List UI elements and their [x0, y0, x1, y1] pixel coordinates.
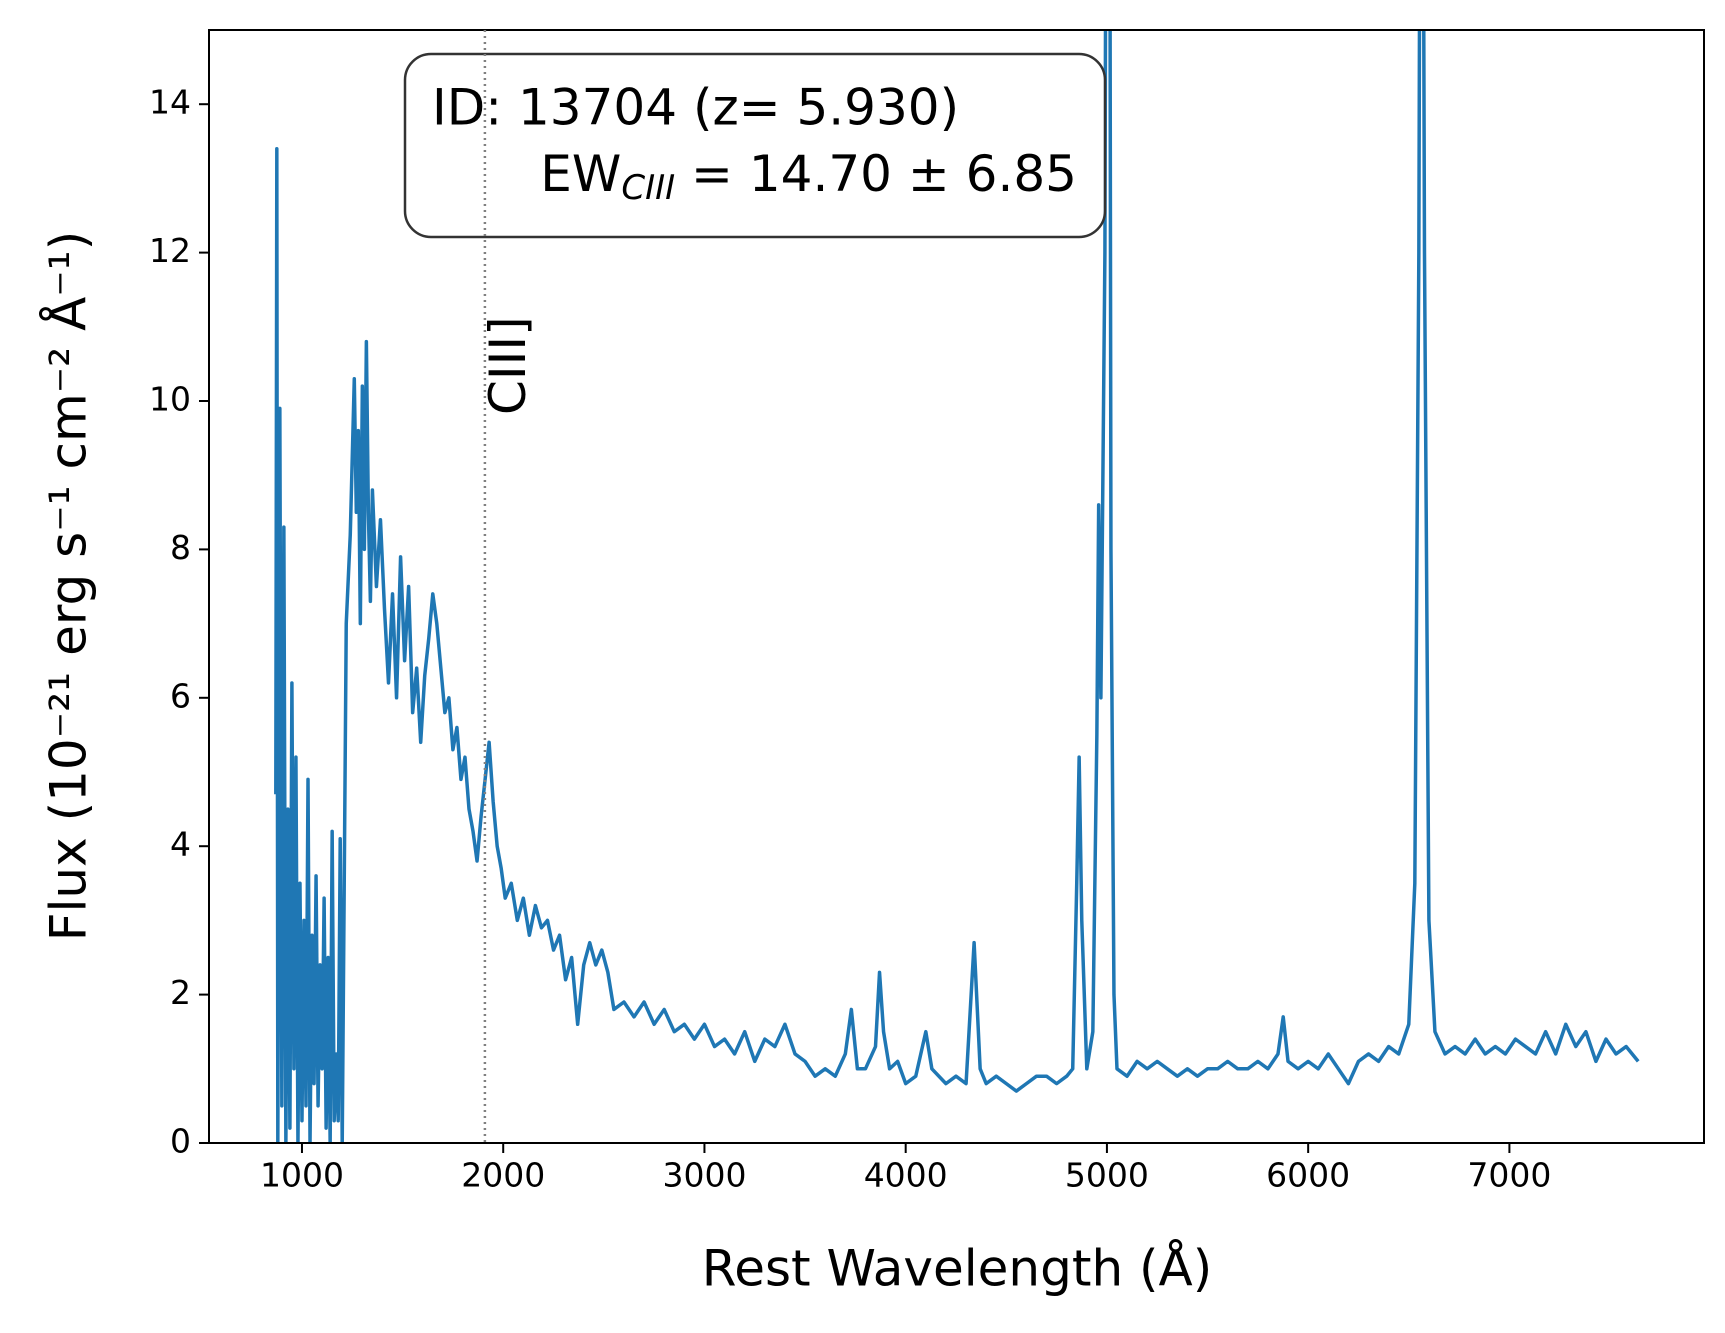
- y-tick-label: 4: [170, 825, 191, 864]
- x-tick-label: 4000: [864, 1156, 948, 1195]
- reference-label: CIII]: [479, 316, 537, 415]
- annotation-box: [403, 52, 1107, 239]
- y-tick-label: 6: [170, 676, 191, 715]
- annotation-line1: ID: 13704 (z= 5.930): [432, 79, 959, 137]
- y-tick-label: 14: [149, 83, 191, 122]
- x-tick-label: 3000: [662, 1156, 746, 1195]
- x-tick-label: 5000: [1065, 1156, 1149, 1195]
- ew-value: = 14.70 ± 6.85: [675, 145, 1077, 203]
- x-tick-label: 7000: [1467, 1156, 1551, 1195]
- x-tick-label: 6000: [1266, 1156, 1350, 1195]
- plot-area: [274, 30, 1640, 1143]
- y-tick-label: 0: [170, 1122, 191, 1161]
- y-tick-label: 2: [170, 973, 191, 1012]
- y-axis-label: Flux (10⁻²¹ erg s⁻¹ cm⁻² Å⁻¹): [40, 231, 98, 941]
- x-tick-label: 2000: [461, 1156, 545, 1195]
- spectrum-line: [274, 30, 1640, 1143]
- x-tick-label: 1000: [260, 1156, 344, 1195]
- y-tick-label: 10: [149, 380, 191, 419]
- axes-frame: [208, 29, 1705, 1144]
- x-axis-label: Rest Wavelength (Å): [702, 1240, 1213, 1298]
- y-tick-label: 8: [170, 528, 191, 567]
- ew-subscript: CIII: [621, 168, 675, 208]
- annotation-line2: EWCIII = 14.70 ± 6.85: [540, 145, 1077, 208]
- ew: EW: [540, 145, 621, 203]
- y-tick-label: 12: [149, 231, 191, 270]
